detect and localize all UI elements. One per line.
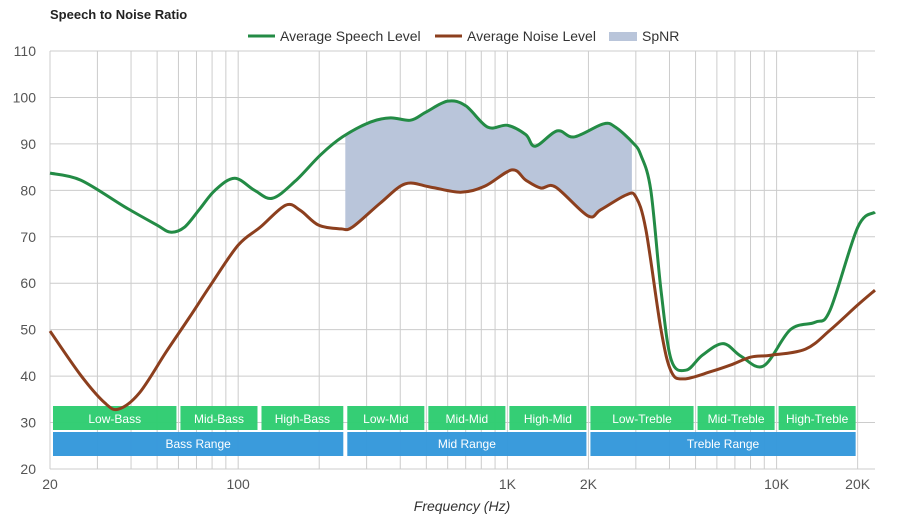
y-tick-label: 80 bbox=[20, 182, 36, 198]
y-axis-ticks: 20 30 40 50 60 70 80 90 100 110 bbox=[13, 43, 37, 477]
band-high-treble: High-Treble bbox=[778, 406, 856, 430]
band-high-mid: High-Mid bbox=[509, 406, 587, 430]
spnr-area bbox=[345, 100, 632, 230]
band-rect bbox=[509, 406, 587, 430]
band-label: Mid-Mid bbox=[446, 412, 489, 426]
x-tick-label: 20 bbox=[42, 476, 58, 492]
range-treble-range: Treble Range bbox=[590, 432, 856, 456]
band-rect bbox=[428, 406, 506, 430]
x-tick-label: 1K bbox=[499, 476, 517, 492]
band-label: High-Bass bbox=[275, 412, 330, 426]
frequency-bands: Low-Bass Mid-Bass High-Bass Low-Mid Mid-Mid H… bbox=[53, 406, 856, 456]
range-label: Mid Range bbox=[438, 437, 496, 451]
range-rect bbox=[347, 432, 587, 456]
band-mid-treble: Mid-Treble bbox=[697, 406, 775, 430]
band-rect bbox=[261, 406, 344, 430]
y-tick-label: 40 bbox=[20, 368, 36, 384]
x-tick-label: 20K bbox=[845, 476, 871, 492]
spnr-area-layer bbox=[345, 100, 632, 230]
noise-level-line bbox=[48, 168, 876, 412]
y-tick-label: 100 bbox=[13, 89, 37, 105]
band-rect bbox=[697, 406, 775, 430]
y-tick-label: 30 bbox=[20, 415, 36, 431]
band-label: High-Mid bbox=[524, 412, 572, 426]
x-axis-ticks: 20 100 1K 2K 10K 20K bbox=[42, 476, 871, 492]
y-tick-label: 60 bbox=[20, 275, 36, 291]
legend-label-noise: Average Noise Level bbox=[467, 28, 596, 44]
band-high-bass: High-Bass bbox=[261, 406, 344, 430]
legend-item-speech[interactable]: Average Speech Level bbox=[248, 28, 421, 44]
range-bass-range: Bass Range bbox=[53, 432, 344, 456]
band-label: Low-Bass bbox=[88, 412, 141, 426]
band-label: Mid-Bass bbox=[194, 412, 244, 426]
range-label: Bass Range bbox=[165, 437, 231, 451]
band-low-treble: Low-Treble bbox=[590, 406, 694, 430]
x-tick-label: 2K bbox=[580, 476, 598, 492]
y-tick-label: 50 bbox=[20, 322, 36, 338]
y-tick-label: 20 bbox=[20, 461, 36, 477]
band-label: Low-Treble bbox=[612, 412, 672, 426]
band-rect bbox=[778, 406, 856, 430]
y-tick-label: 70 bbox=[20, 229, 36, 245]
x-tick-label: 100 bbox=[226, 476, 250, 492]
range-rect bbox=[53, 432, 344, 456]
x-tick-label: 10K bbox=[764, 476, 790, 492]
band-rect bbox=[347, 406, 425, 430]
band-rect bbox=[180, 406, 258, 430]
range-label: Treble Range bbox=[687, 437, 760, 451]
legend-swatch-spnr bbox=[609, 32, 637, 41]
range-rect bbox=[590, 432, 856, 456]
band-low-mid: Low-Mid bbox=[347, 406, 425, 430]
band-mid-mid: Mid-Mid bbox=[428, 406, 506, 430]
y-tick-label: 90 bbox=[20, 136, 36, 152]
band-mid-bass: Mid-Bass bbox=[180, 406, 258, 430]
y-tick-label: 110 bbox=[14, 43, 37, 59]
series-lines bbox=[48, 99, 876, 412]
band-label: Mid-Treble bbox=[708, 412, 765, 426]
legend: Average Speech Level Average Noise Level… bbox=[248, 28, 679, 44]
legend-label-spnr: SpNR bbox=[642, 28, 679, 44]
chart-title: Speech to Noise Ratio bbox=[50, 7, 187, 22]
x-axis-label: Frequency (Hz) bbox=[414, 498, 510, 514]
legend-label-speech: Average Speech Level bbox=[280, 28, 421, 44]
speech-level-line bbox=[49, 99, 876, 373]
legend-item-spnr[interactable]: SpNR bbox=[609, 28, 679, 44]
band-label: Low-Mid bbox=[363, 412, 408, 426]
band-rect bbox=[590, 406, 694, 430]
band-label: High-Treble bbox=[786, 412, 849, 426]
legend-item-noise[interactable]: Average Noise Level bbox=[435, 28, 596, 44]
range-mid-range: Mid Range bbox=[347, 432, 587, 456]
